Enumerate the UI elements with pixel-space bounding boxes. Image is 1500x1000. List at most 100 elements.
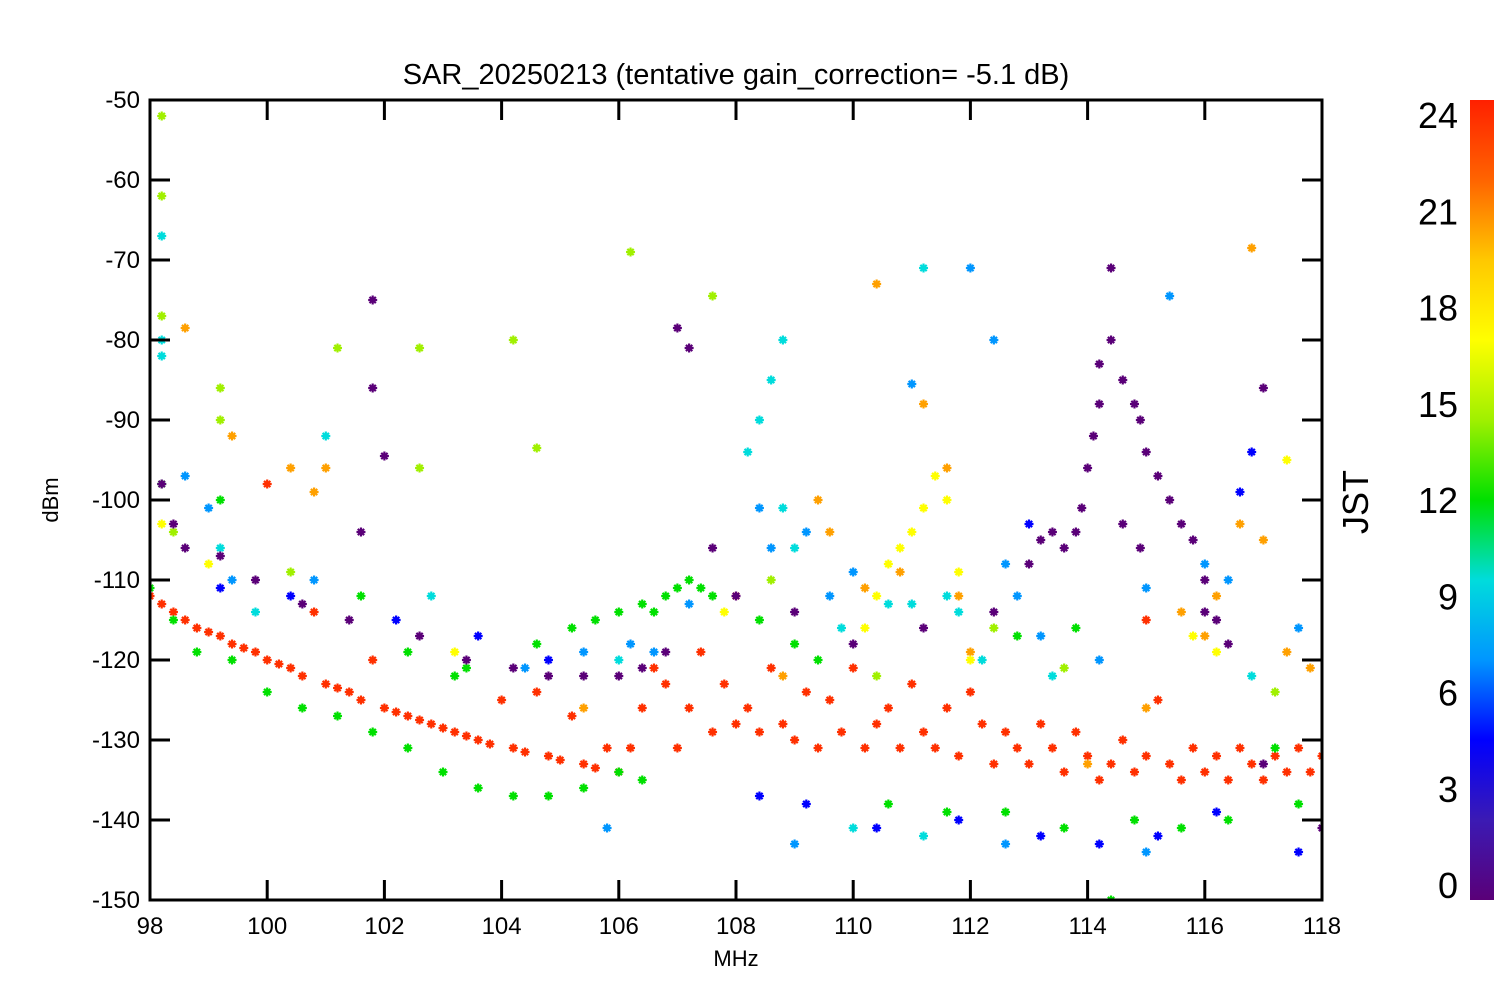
data-point [860, 583, 870, 593]
data-point [379, 703, 389, 713]
data-point [1200, 631, 1210, 641]
colorbar-tick-label: 6 [1438, 673, 1458, 714]
data-point [309, 487, 319, 497]
x-tick-label: 106 [599, 913, 639, 940]
data-point [403, 711, 413, 721]
data-point [321, 463, 331, 473]
data-point [543, 655, 553, 665]
data-point [766, 375, 776, 385]
data-point [954, 567, 964, 577]
data-point [989, 335, 999, 345]
data-point [1135, 543, 1145, 553]
data-point [157, 519, 167, 529]
data-point [790, 543, 800, 553]
data-point [649, 647, 659, 657]
data-point [848, 567, 858, 577]
data-point [942, 807, 952, 817]
data-point [1129, 815, 1139, 825]
data-point [579, 671, 589, 681]
y-tick-label: -130 [92, 727, 140, 754]
data-points-layer [150, 111, 1322, 900]
data-point [204, 559, 214, 569]
data-point [1247, 671, 1257, 681]
data-point [567, 623, 577, 633]
data-point [579, 703, 589, 713]
data-point [778, 503, 788, 513]
data-point [450, 647, 460, 657]
colorbar-tick-label: 24 [1418, 95, 1458, 136]
data-point [907, 679, 917, 689]
data-point [626, 639, 636, 649]
data-point [1200, 575, 1210, 585]
x-tick-label: 114 [1068, 913, 1106, 940]
data-point [825, 591, 835, 601]
data-point [215, 415, 225, 425]
data-point [180, 471, 190, 481]
data-point [1024, 519, 1034, 529]
data-point [848, 639, 858, 649]
data-point [1024, 559, 1034, 569]
data-point [836, 623, 846, 633]
y-tick-label: -120 [92, 647, 140, 674]
data-point [743, 703, 753, 713]
data-point [954, 607, 964, 617]
data-point [1188, 743, 1198, 753]
data-point [157, 311, 167, 321]
x-tick-label: 116 [1186, 913, 1224, 940]
data-point [919, 831, 929, 841]
data-point [872, 591, 882, 601]
data-point [1282, 647, 1292, 657]
x-tick-label: 108 [716, 913, 756, 940]
data-point [333, 343, 343, 353]
colorbar-tick-label: 9 [1438, 576, 1458, 617]
plot-frame [148, 98, 1324, 902]
data-point [215, 583, 225, 593]
data-point [415, 631, 425, 641]
data-point [1176, 607, 1186, 617]
data-point [1036, 719, 1046, 729]
data-point [227, 575, 237, 585]
data-point [543, 791, 553, 801]
data-point [1212, 647, 1222, 657]
data-point [614, 671, 624, 681]
y-tick-label: -80 [105, 327, 140, 354]
data-point [778, 719, 788, 729]
data-point [473, 783, 483, 793]
data-point [1223, 775, 1233, 785]
data-point [1106, 263, 1116, 273]
data-point [1176, 519, 1186, 529]
data-point [649, 607, 659, 617]
data-point [215, 631, 225, 641]
data-point [450, 671, 460, 681]
data-point [1094, 775, 1104, 785]
data-point [1047, 671, 1057, 681]
y-tick-label: -150 [92, 887, 140, 914]
data-point [262, 479, 272, 489]
data-point [579, 783, 589, 793]
colorbar: 24 21 18 15 12 9 6 3 0 JST [1335, 95, 1494, 906]
data-point [977, 655, 987, 665]
data-point [1094, 399, 1104, 409]
data-point [1106, 759, 1116, 769]
data-point [1135, 415, 1145, 425]
data-point [1200, 767, 1210, 777]
data-point [590, 763, 600, 773]
data-point [801, 527, 811, 537]
data-point [602, 743, 612, 753]
data-point [684, 599, 694, 609]
data-point [204, 503, 214, 513]
x-tick-label: 100 [247, 913, 287, 940]
data-point [954, 815, 964, 825]
data-point [1235, 487, 1245, 497]
data-point [708, 291, 718, 301]
data-point [403, 743, 413, 753]
colorbar-tick-label: 0 [1438, 865, 1458, 906]
data-point [919, 399, 929, 409]
data-point [754, 615, 764, 625]
data-point [602, 823, 612, 833]
data-point [754, 415, 764, 425]
data-point [731, 719, 741, 729]
data-point [1247, 759, 1257, 769]
colorbar-gradient [1470, 100, 1494, 900]
